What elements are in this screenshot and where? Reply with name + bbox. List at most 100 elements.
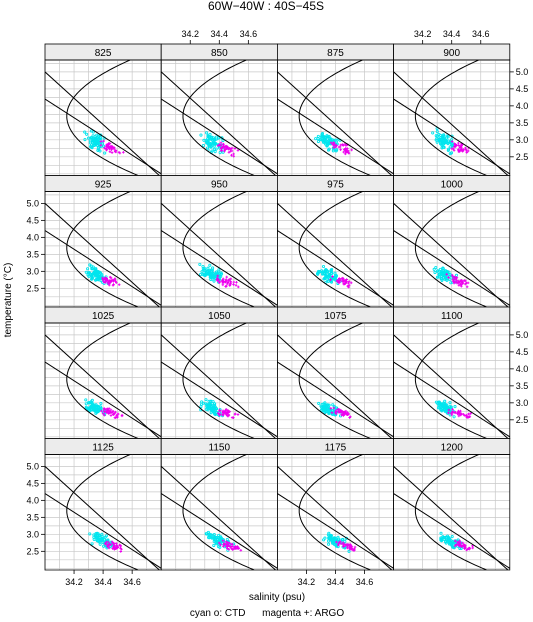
ctd-point [325, 143, 329, 147]
ctd-point [441, 266, 445, 270]
argo-point [222, 411, 226, 415]
argo-point [340, 277, 344, 280]
ctd-point [446, 135, 450, 139]
argo-point [334, 145, 338, 149]
ctd-point [432, 267, 436, 271]
ctd-point [218, 151, 222, 155]
ctd-point [325, 277, 329, 281]
argo-point [216, 144, 220, 147]
argo-point [459, 148, 463, 152]
argo-point [337, 145, 341, 149]
ctd-point [90, 267, 94, 271]
y-tick-label: 3.0 [516, 135, 529, 145]
argo-point [237, 285, 240, 289]
argo-point [353, 545, 357, 549]
argo-point [236, 413, 240, 416]
ctd-point [207, 399, 211, 403]
ctd-point [219, 536, 223, 540]
argo-point [453, 539, 457, 543]
y-tick-label: 4.5 [26, 478, 39, 488]
ctd-point [205, 271, 209, 275]
ctd-point [204, 407, 208, 411]
argo-point [99, 140, 103, 143]
panel-strip-label: 1125 [92, 443, 114, 454]
argo-point [232, 283, 235, 286]
argo-point [344, 282, 347, 285]
ctd-point [97, 137, 101, 141]
ctd-point [441, 134, 445, 138]
argo-point [458, 539, 462, 543]
argo-point [225, 542, 228, 546]
panel-975: 975 [276, 175, 394, 308]
argo-point [232, 545, 236, 549]
x-tick-label: 34.6 [472, 29, 490, 39]
argo-point [113, 277, 117, 280]
argo-point [453, 544, 457, 548]
panel-strip-label: 1175 [325, 443, 347, 454]
argo-point [221, 413, 225, 417]
ctd-point [103, 535, 107, 539]
argo-point [346, 284, 349, 288]
ctd-point [212, 147, 216, 151]
argo-point [113, 416, 117, 419]
y-axis-label: temperature (°C) [3, 263, 14, 338]
ctd-point [98, 542, 102, 546]
ctd-point [95, 140, 99, 144]
ctd-point [87, 136, 91, 140]
x-tick-label: 34.2 [298, 577, 316, 587]
panel-strip-label: 900 [443, 48, 460, 59]
argo-point [453, 280, 457, 284]
argo-point [346, 543, 350, 546]
argo-point [457, 414, 461, 418]
panel-curves [277, 323, 394, 439]
ctd-point [443, 277, 447, 281]
argo-point [218, 413, 221, 417]
ctd-point [333, 275, 337, 279]
x-tick-label: 34.6 [240, 29, 258, 39]
argo-point [461, 149, 465, 153]
ctd-point [96, 539, 100, 543]
ctd-point [447, 542, 451, 546]
straight-line [277, 98, 394, 175]
straight-line [393, 334, 509, 439]
panel-curves [45, 60, 162, 176]
argo-point [332, 406, 336, 410]
argo-point [447, 411, 450, 415]
ctd-point [450, 535, 454, 539]
parabola-curve [66, 323, 139, 439]
ctd-point [453, 405, 457, 409]
ctd-point [336, 535, 340, 539]
straight-line [277, 493, 394, 569]
ctd-point [211, 406, 215, 410]
panel-gridlines [45, 323, 162, 439]
ctd-point [332, 536, 336, 540]
panel-900: 900 34.2 34.4 34.6 2.5 3.0 3.5 4.0 4.5 5.0 [393, 29, 529, 176]
panel-strip-label: 825 [95, 48, 112, 59]
x-tick-label: 34.4 [211, 29, 229, 39]
argo-point [343, 410, 346, 414]
panel-curves [277, 454, 394, 570]
straight-line [45, 466, 161, 570]
argo-point [217, 541, 221, 545]
argo-point [106, 278, 109, 282]
ctd-point [448, 401, 452, 405]
straight-line [277, 334, 393, 439]
panel-strip-label: 1000 [441, 180, 464, 191]
panel-gridlines [393, 191, 510, 307]
argo-point [341, 541, 345, 544]
ctd-point [433, 270, 437, 275]
ctd-point [323, 401, 327, 405]
panel-gridlines [45, 60, 162, 176]
panel-points [88, 531, 123, 553]
argo-point [334, 409, 338, 413]
argo-point [108, 150, 112, 154]
argo-point [341, 545, 345, 548]
ctd-point [326, 148, 331, 152]
ctd-point [206, 266, 210, 270]
argo-point [119, 550, 123, 553]
argo-point [347, 151, 351, 155]
ctd-point [440, 537, 444, 541]
straight-line [277, 203, 393, 307]
argo-point [111, 547, 114, 550]
argo-point [332, 141, 335, 144]
